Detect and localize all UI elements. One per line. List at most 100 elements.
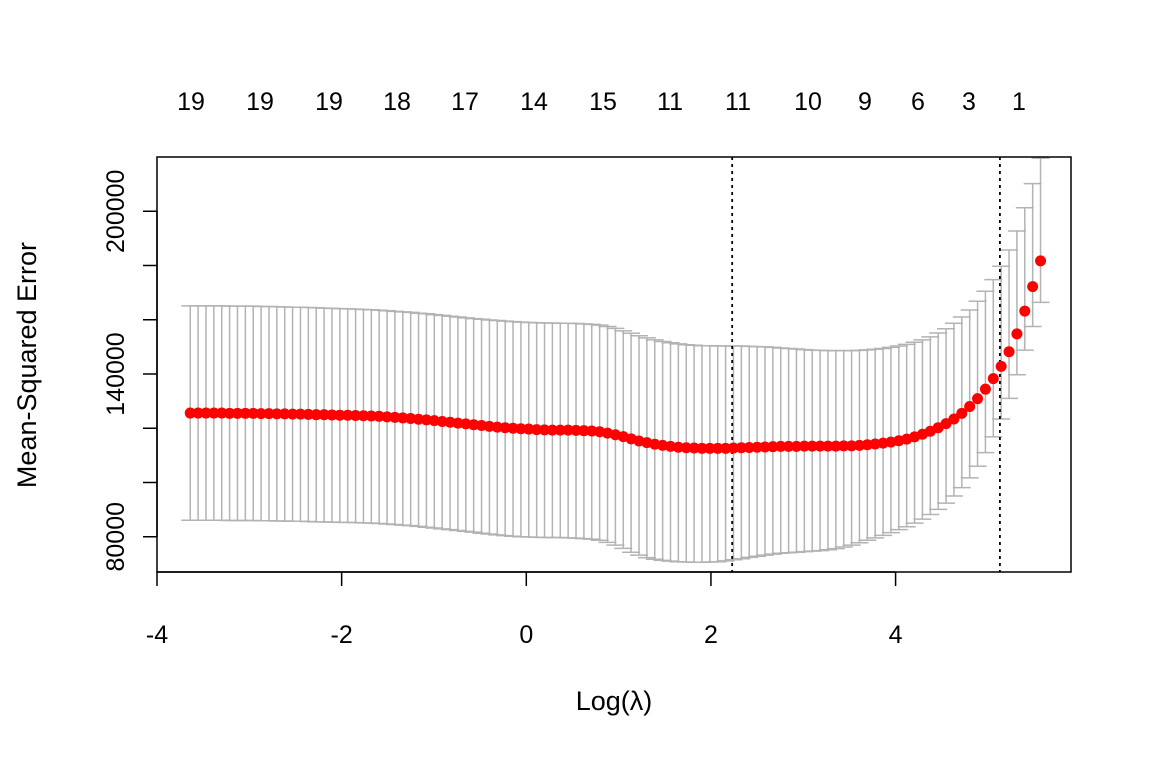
x-tick-label: 2 bbox=[704, 621, 718, 649]
data-point bbox=[743, 442, 755, 453]
top-count-label: 1 bbox=[1012, 88, 1026, 116]
data-point bbox=[491, 421, 503, 433]
top-count-label: 14 bbox=[520, 88, 548, 116]
y-axis: 80000 140000 200000 bbox=[102, 170, 158, 572]
x-tick-label: -4 bbox=[146, 621, 168, 649]
data-point bbox=[735, 442, 747, 454]
data-point bbox=[995, 360, 1007, 372]
data-point bbox=[224, 407, 236, 419]
data-point bbox=[216, 407, 228, 419]
data-point bbox=[499, 422, 511, 434]
data-point bbox=[208, 407, 220, 419]
data-point bbox=[350, 409, 362, 421]
lambda-reference-lines bbox=[731, 157, 1001, 572]
top-count-label: 6 bbox=[911, 88, 925, 116]
data-point bbox=[979, 383, 991, 395]
top-count-label: 19 bbox=[177, 88, 205, 116]
data-point bbox=[507, 422, 519, 434]
data-point bbox=[759, 441, 771, 453]
data-point bbox=[515, 423, 527, 435]
top-count-label: 18 bbox=[383, 88, 411, 116]
data-point bbox=[964, 401, 976, 413]
data-point bbox=[838, 440, 850, 452]
data-point bbox=[231, 407, 243, 419]
data-point bbox=[846, 440, 858, 452]
x-tick-label: 0 bbox=[519, 621, 533, 649]
data-point bbox=[806, 440, 818, 452]
y-tick-label: 140000 bbox=[102, 332, 130, 415]
data-point bbox=[200, 407, 212, 419]
data-point bbox=[310, 409, 322, 421]
data-point bbox=[397, 412, 409, 424]
data-point bbox=[539, 424, 551, 436]
top-count-label: 9 bbox=[858, 88, 872, 116]
top-count-label: 11 bbox=[725, 88, 751, 116]
data-point bbox=[326, 409, 338, 421]
data-point bbox=[751, 441, 763, 453]
x-axis: -4 -2 0 2 4 bbox=[146, 571, 903, 649]
data-point bbox=[554, 424, 566, 436]
data-point bbox=[365, 410, 377, 422]
data-point bbox=[192, 407, 204, 419]
data-point bbox=[790, 440, 802, 452]
data-point bbox=[255, 408, 267, 420]
top-count-label: 19 bbox=[246, 88, 274, 116]
data-point bbox=[413, 413, 425, 425]
data-point bbox=[798, 440, 810, 452]
x-tick-label: -2 bbox=[331, 621, 353, 649]
data-point bbox=[318, 409, 330, 421]
data-point bbox=[381, 411, 393, 423]
data-point bbox=[814, 440, 826, 452]
error-bars bbox=[181, 157, 1050, 563]
y-tick-label: 80000 bbox=[102, 502, 130, 572]
y-tick-label: 200000 bbox=[102, 170, 130, 253]
data-point bbox=[972, 393, 984, 405]
data-point bbox=[342, 409, 354, 421]
top-count-label: 15 bbox=[589, 88, 617, 116]
y-axis-title: Mean-Squared Error bbox=[12, 242, 42, 488]
data-point bbox=[956, 407, 968, 419]
top-axis-counts: 19 19 19 18 17 14 15 11 11 10 9 6 3 1 bbox=[177, 88, 1026, 116]
data-point bbox=[822, 440, 834, 452]
data-point bbox=[271, 408, 283, 420]
data-point bbox=[546, 424, 558, 436]
data-point bbox=[239, 407, 251, 419]
data-point bbox=[334, 409, 346, 421]
data-point bbox=[783, 440, 795, 452]
data-point bbox=[1011, 328, 1023, 340]
data-point bbox=[987, 373, 999, 385]
top-count-label: 3 bbox=[962, 88, 976, 116]
x-tick-label: 4 bbox=[889, 621, 903, 649]
data-point bbox=[294, 408, 306, 420]
data-point bbox=[302, 408, 314, 420]
top-count-label: 11 bbox=[657, 88, 683, 116]
top-count-label: 10 bbox=[794, 88, 822, 116]
x-axis-title: Log(λ) bbox=[576, 686, 653, 716]
data-point bbox=[570, 424, 582, 436]
data-point bbox=[1035, 255, 1047, 267]
data-point bbox=[704, 442, 716, 454]
data-point bbox=[373, 410, 385, 422]
data-point bbox=[578, 425, 590, 437]
data-point bbox=[727, 442, 739, 454]
top-count-label: 19 bbox=[315, 88, 343, 116]
data-point bbox=[287, 408, 299, 420]
data-point bbox=[562, 424, 574, 436]
cv-mean-points bbox=[184, 255, 1047, 454]
data-point bbox=[830, 440, 842, 452]
data-point bbox=[523, 423, 535, 435]
data-point bbox=[263, 408, 275, 420]
data-point bbox=[357, 410, 369, 422]
data-point bbox=[712, 442, 724, 454]
data-point bbox=[1003, 346, 1015, 358]
data-point bbox=[680, 442, 692, 454]
data-point bbox=[279, 408, 291, 420]
data-point bbox=[247, 407, 259, 419]
data-point bbox=[775, 440, 787, 452]
data-point bbox=[948, 413, 960, 425]
top-count-label: 17 bbox=[451, 88, 479, 116]
data-point bbox=[767, 441, 779, 453]
data-point bbox=[389, 411, 401, 423]
data-point bbox=[1027, 281, 1039, 293]
